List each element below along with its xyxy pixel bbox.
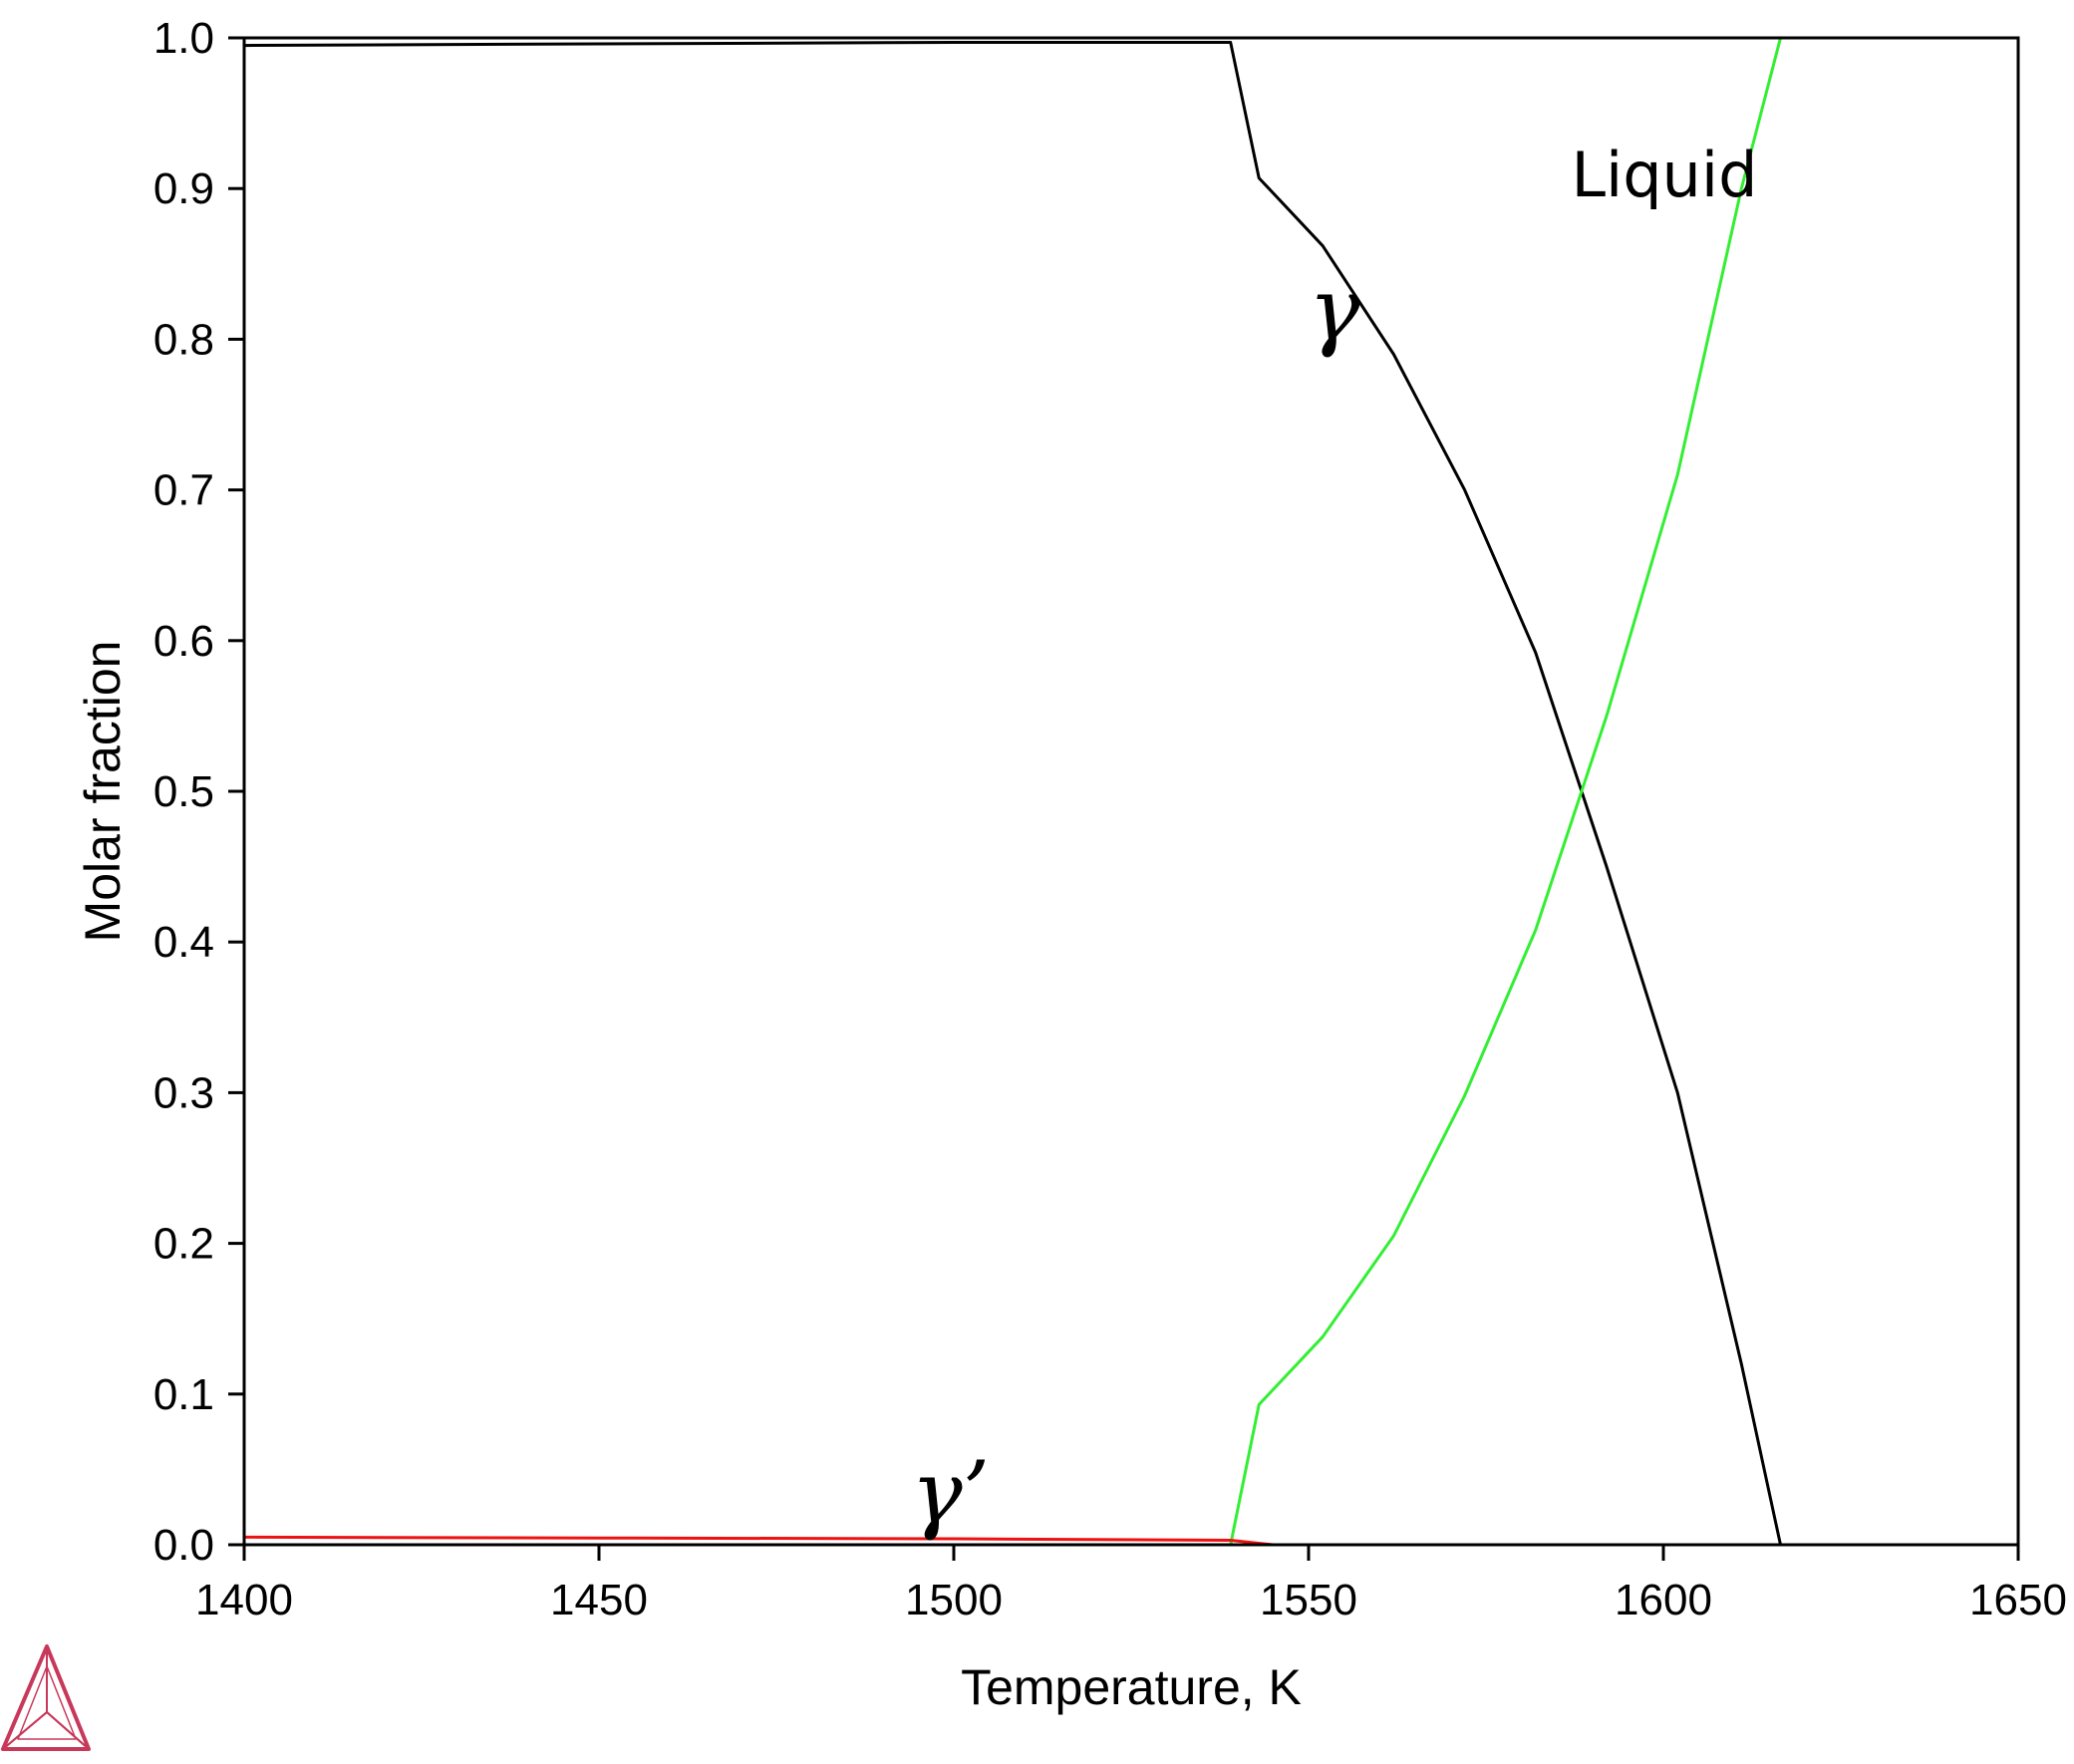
y-tick-label: 0.8: [153, 315, 214, 364]
annotation-label: Liquid: [1571, 139, 1757, 211]
x-tick-label: 1600: [1615, 1576, 1712, 1624]
x-tick-label: 1550: [1260, 1576, 1357, 1624]
y-tick-label: 0.1: [153, 1370, 214, 1419]
series-line-1: [1229, 37, 1782, 1546]
y-tick-label: 0.4: [153, 918, 214, 967]
x-tick-label: 1500: [905, 1576, 1003, 1624]
y-tick-label: 0.9: [153, 164, 214, 213]
series-line-0: [243, 41, 1782, 1546]
tick-layer: [228, 36, 2020, 1561]
y-tick-label: 0.3: [153, 1068, 214, 1117]
series-layer: [243, 37, 1782, 1547]
y-tick-label: 0.2: [153, 1220, 214, 1269]
x-tick-label: 1450: [550, 1576, 648, 1624]
y-tick-label: 0.5: [153, 767, 214, 816]
y-tick-label: 0.0: [153, 1521, 214, 1570]
annotation-label: γ: [1309, 260, 1360, 360]
y-tick-label: 1.0: [153, 14, 214, 63]
annotation-layer: Liquid γ γ’: [911, 139, 1757, 1544]
x-axis-title: Temperature, K: [961, 1659, 1302, 1715]
x-tick-label: 1400: [195, 1576, 293, 1624]
tetrahedron-logo-icon: [1, 1644, 91, 1751]
x-tick-label: 1650: [1969, 1576, 2067, 1624]
y-tick-label: 0.6: [153, 617, 214, 666]
y-axis-title: Molar fraction: [75, 641, 131, 943]
annotation-label: γ’: [911, 1443, 990, 1543]
y-tick-label: 0.7: [153, 466, 214, 515]
tick-label-layer: 1400 1450 1500 1550 1600 1650 0.0 0.1 0.2 0.3 0.4 0…: [153, 14, 2067, 1624]
series-line-2: [243, 1535, 1274, 1547]
